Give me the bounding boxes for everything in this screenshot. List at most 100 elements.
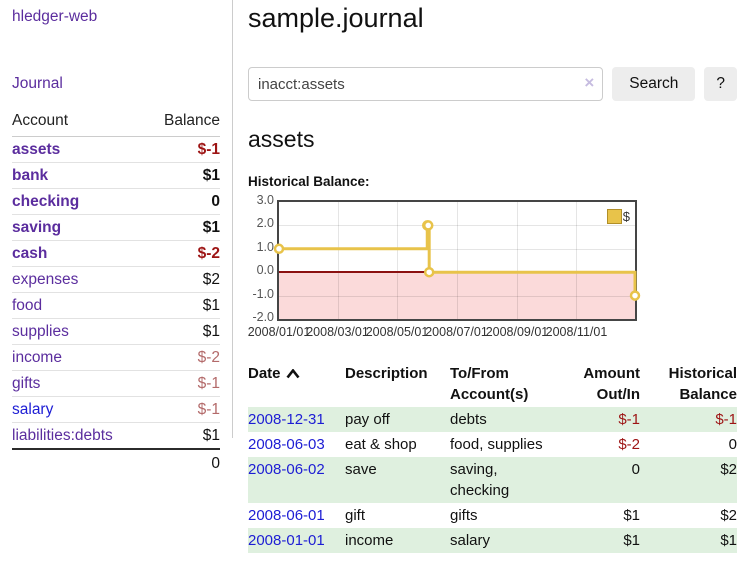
search-button[interactable]: Search <box>612 67 696 101</box>
account-cell: assets <box>12 136 146 163</box>
x-tick-label: 2008/09/01 <box>485 325 549 339</box>
col-header-amount: Amount Out/In <box>583 365 640 403</box>
y-tick-label: 2.0 <box>256 216 274 231</box>
search-input[interactable] <box>248 67 604 101</box>
transaction-accounts: debts <box>450 411 487 428</box>
transaction-description: save <box>345 461 377 478</box>
account-cell: checking <box>12 188 146 215</box>
sidebar-account-link[interactable]: expenses <box>12 271 79 288</box>
transaction-date-cell: 2008-06-01 <box>248 503 345 528</box>
transaction-description: eat & shop <box>345 436 417 453</box>
page-title: sample.journal <box>248 3 424 33</box>
account-row: cash $-2 <box>12 240 220 267</box>
account-cell: salary <box>12 396 146 423</box>
transaction-date-link[interactable]: 2008-01-01 <box>248 532 325 549</box>
account-balance: $1 <box>145 292 220 319</box>
account-cell: liabilities:debts <box>12 422 146 450</box>
clear-search-icon[interactable]: × <box>584 73 595 92</box>
transaction-date-link[interactable]: 2008-06-01 <box>248 507 325 524</box>
transaction-date-cell: 2008-12-31 <box>248 407 345 432</box>
sidebar-account-link[interactable]: supplies <box>12 323 69 340</box>
transaction-row: 2008-01-01 income salary $1 $1 <box>248 528 737 553</box>
transaction-row: 2008-06-02 save saving, checking 0 $2 <box>248 457 737 503</box>
sidebar-divider <box>232 0 233 438</box>
account-balance: $2 <box>145 266 220 293</box>
y-tick-label: 1.0 <box>256 239 274 254</box>
transaction-balance: $-1 <box>715 411 737 428</box>
gridline-vertical <box>456 202 458 319</box>
account-row: assets $-1 <box>12 136 220 163</box>
sidebar-account-link[interactable]: food <box>12 297 43 314</box>
transaction-date-link[interactable]: 2008-12-31 <box>248 411 325 428</box>
transaction-row: 2008-06-01 gift gifts $1 $2 <box>248 503 737 528</box>
account-heading: assets <box>248 126 315 152</box>
account-balance: $1 <box>145 318 220 345</box>
x-tick-label: 2008/03/01 <box>306 325 369 339</box>
account-balance: $-1 <box>145 370 220 397</box>
account-row: food $1 <box>12 292 220 319</box>
account-cell: supplies <box>12 318 146 345</box>
account-cell: bank <box>12 162 146 189</box>
account-cell: food <box>12 292 146 319</box>
x-tick-label: 2008/11/01 <box>545 325 608 339</box>
account-balance: $1 <box>145 214 220 241</box>
data-point-marker <box>273 243 285 255</box>
transaction-date-cell: 2008-01-01 <box>248 528 345 553</box>
transaction-amount: $-2 <box>618 436 640 453</box>
chart-x-axis: 2008/01/01 2008/03/01 2008/05/01 2008/07/01… <box>248 325 635 341</box>
account-row: bank $1 <box>12 162 220 189</box>
transaction-accounts: food, supplies <box>450 436 543 453</box>
transaction-accounts: saving, checking <box>450 461 510 499</box>
register-table: Date Description To/From Account(s) Amou… <box>248 361 737 553</box>
sidebar-account-link[interactable]: income <box>12 349 62 366</box>
brand-link[interactable]: hledger-web <box>12 8 98 25</box>
sidebar-account-link[interactable]: saving <box>12 219 62 236</box>
account-row: salary $-1 <box>12 396 220 423</box>
sidebar-account-link[interactable]: checking <box>12 193 80 210</box>
account-balance: 0 <box>145 188 220 215</box>
y-tick-label: 0.0 <box>256 263 274 278</box>
gridline-vertical <box>337 202 339 319</box>
balance-series <box>273 220 641 301</box>
y-tick-label: -2.0 <box>252 310 274 324</box>
x-tick-label: 2008/07/01 <box>425 325 488 339</box>
gridline-horizontal <box>279 295 635 297</box>
account-cell: expenses <box>12 266 146 293</box>
gridline-vertical <box>516 202 518 319</box>
account-balance: $-2 <box>145 240 220 267</box>
account-balance: $-2 <box>145 344 220 371</box>
sidebar-account-link[interactable]: liabilities:debts <box>12 427 113 444</box>
transaction-balance: 0 <box>728 436 737 453</box>
sidebar-accounts-table: Account Balance assets $-1 bank $1 checking 0… <box>12 108 220 477</box>
transaction-balance: $1 <box>720 532 737 549</box>
sidebar-account-link[interactable]: gifts <box>12 375 41 392</box>
gridline-vertical <box>397 202 399 319</box>
data-point-marker <box>422 220 434 231</box>
sidebar: hledger-web Journal Account Balance asse… <box>0 0 232 477</box>
col-header-accounts: To/From Account(s) <box>450 365 529 403</box>
account-cell: saving <box>12 214 146 241</box>
sidebar-account-link[interactable]: bank <box>12 167 49 184</box>
sidebar-account-link[interactable]: assets <box>12 141 61 158</box>
transaction-amount: $1 <box>623 507 640 524</box>
account-row: supplies $1 <box>12 318 220 345</box>
transaction-date-link[interactable]: 2008-06-02 <box>248 461 325 478</box>
transaction-date-link[interactable]: 2008-06-03 <box>248 436 325 453</box>
sidebar-account-link[interactable]: salary <box>12 401 54 418</box>
account-row: expenses $2 <box>12 266 220 293</box>
account-row: checking 0 <box>12 188 220 215</box>
help-button[interactable]: ? <box>704 67 737 101</box>
legend-swatch-icon <box>606 209 622 224</box>
transaction-row: 2008-06-03 eat & shop food, supplies $-2 0 <box>248 432 737 457</box>
sidebar-item-journal[interactable]: Journal <box>12 75 63 92</box>
transaction-accounts: gifts <box>450 507 478 524</box>
accounts-col-account: Account <box>12 108 146 137</box>
account-balance: $1 <box>145 162 220 189</box>
data-point-marker <box>423 266 435 278</box>
transaction-date-cell: 2008-06-03 <box>248 432 345 457</box>
chart-legend: $ <box>606 209 630 224</box>
col-header-date[interactable]: Date <box>248 361 345 407</box>
chart-title: Historical Balance: <box>248 174 370 189</box>
sidebar-account-link[interactable]: cash <box>12 245 48 262</box>
register-header-row: Date Description To/From Account(s) Amou… <box>248 361 737 407</box>
